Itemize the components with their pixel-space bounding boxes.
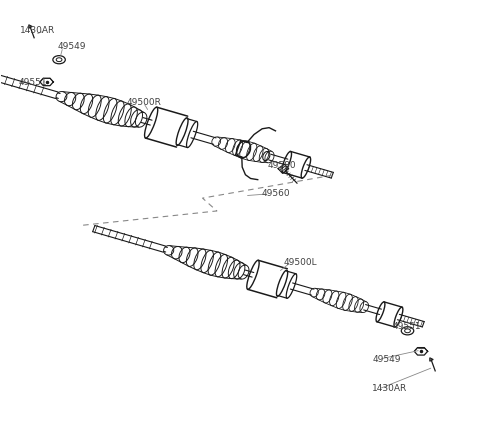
Text: 49580: 49580 [268,161,296,170]
Text: 49500R: 49500R [126,98,161,107]
Text: 1430AR: 1430AR [20,26,55,35]
Text: 49549: 49549 [57,42,85,51]
Text: 1430AR: 1430AR [372,384,407,393]
Text: 49549: 49549 [373,354,402,363]
Text: 49500L: 49500L [283,258,317,267]
Text: 49551: 49551 [392,322,421,331]
Text: 49551: 49551 [19,79,48,87]
Text: 49560: 49560 [262,190,290,199]
